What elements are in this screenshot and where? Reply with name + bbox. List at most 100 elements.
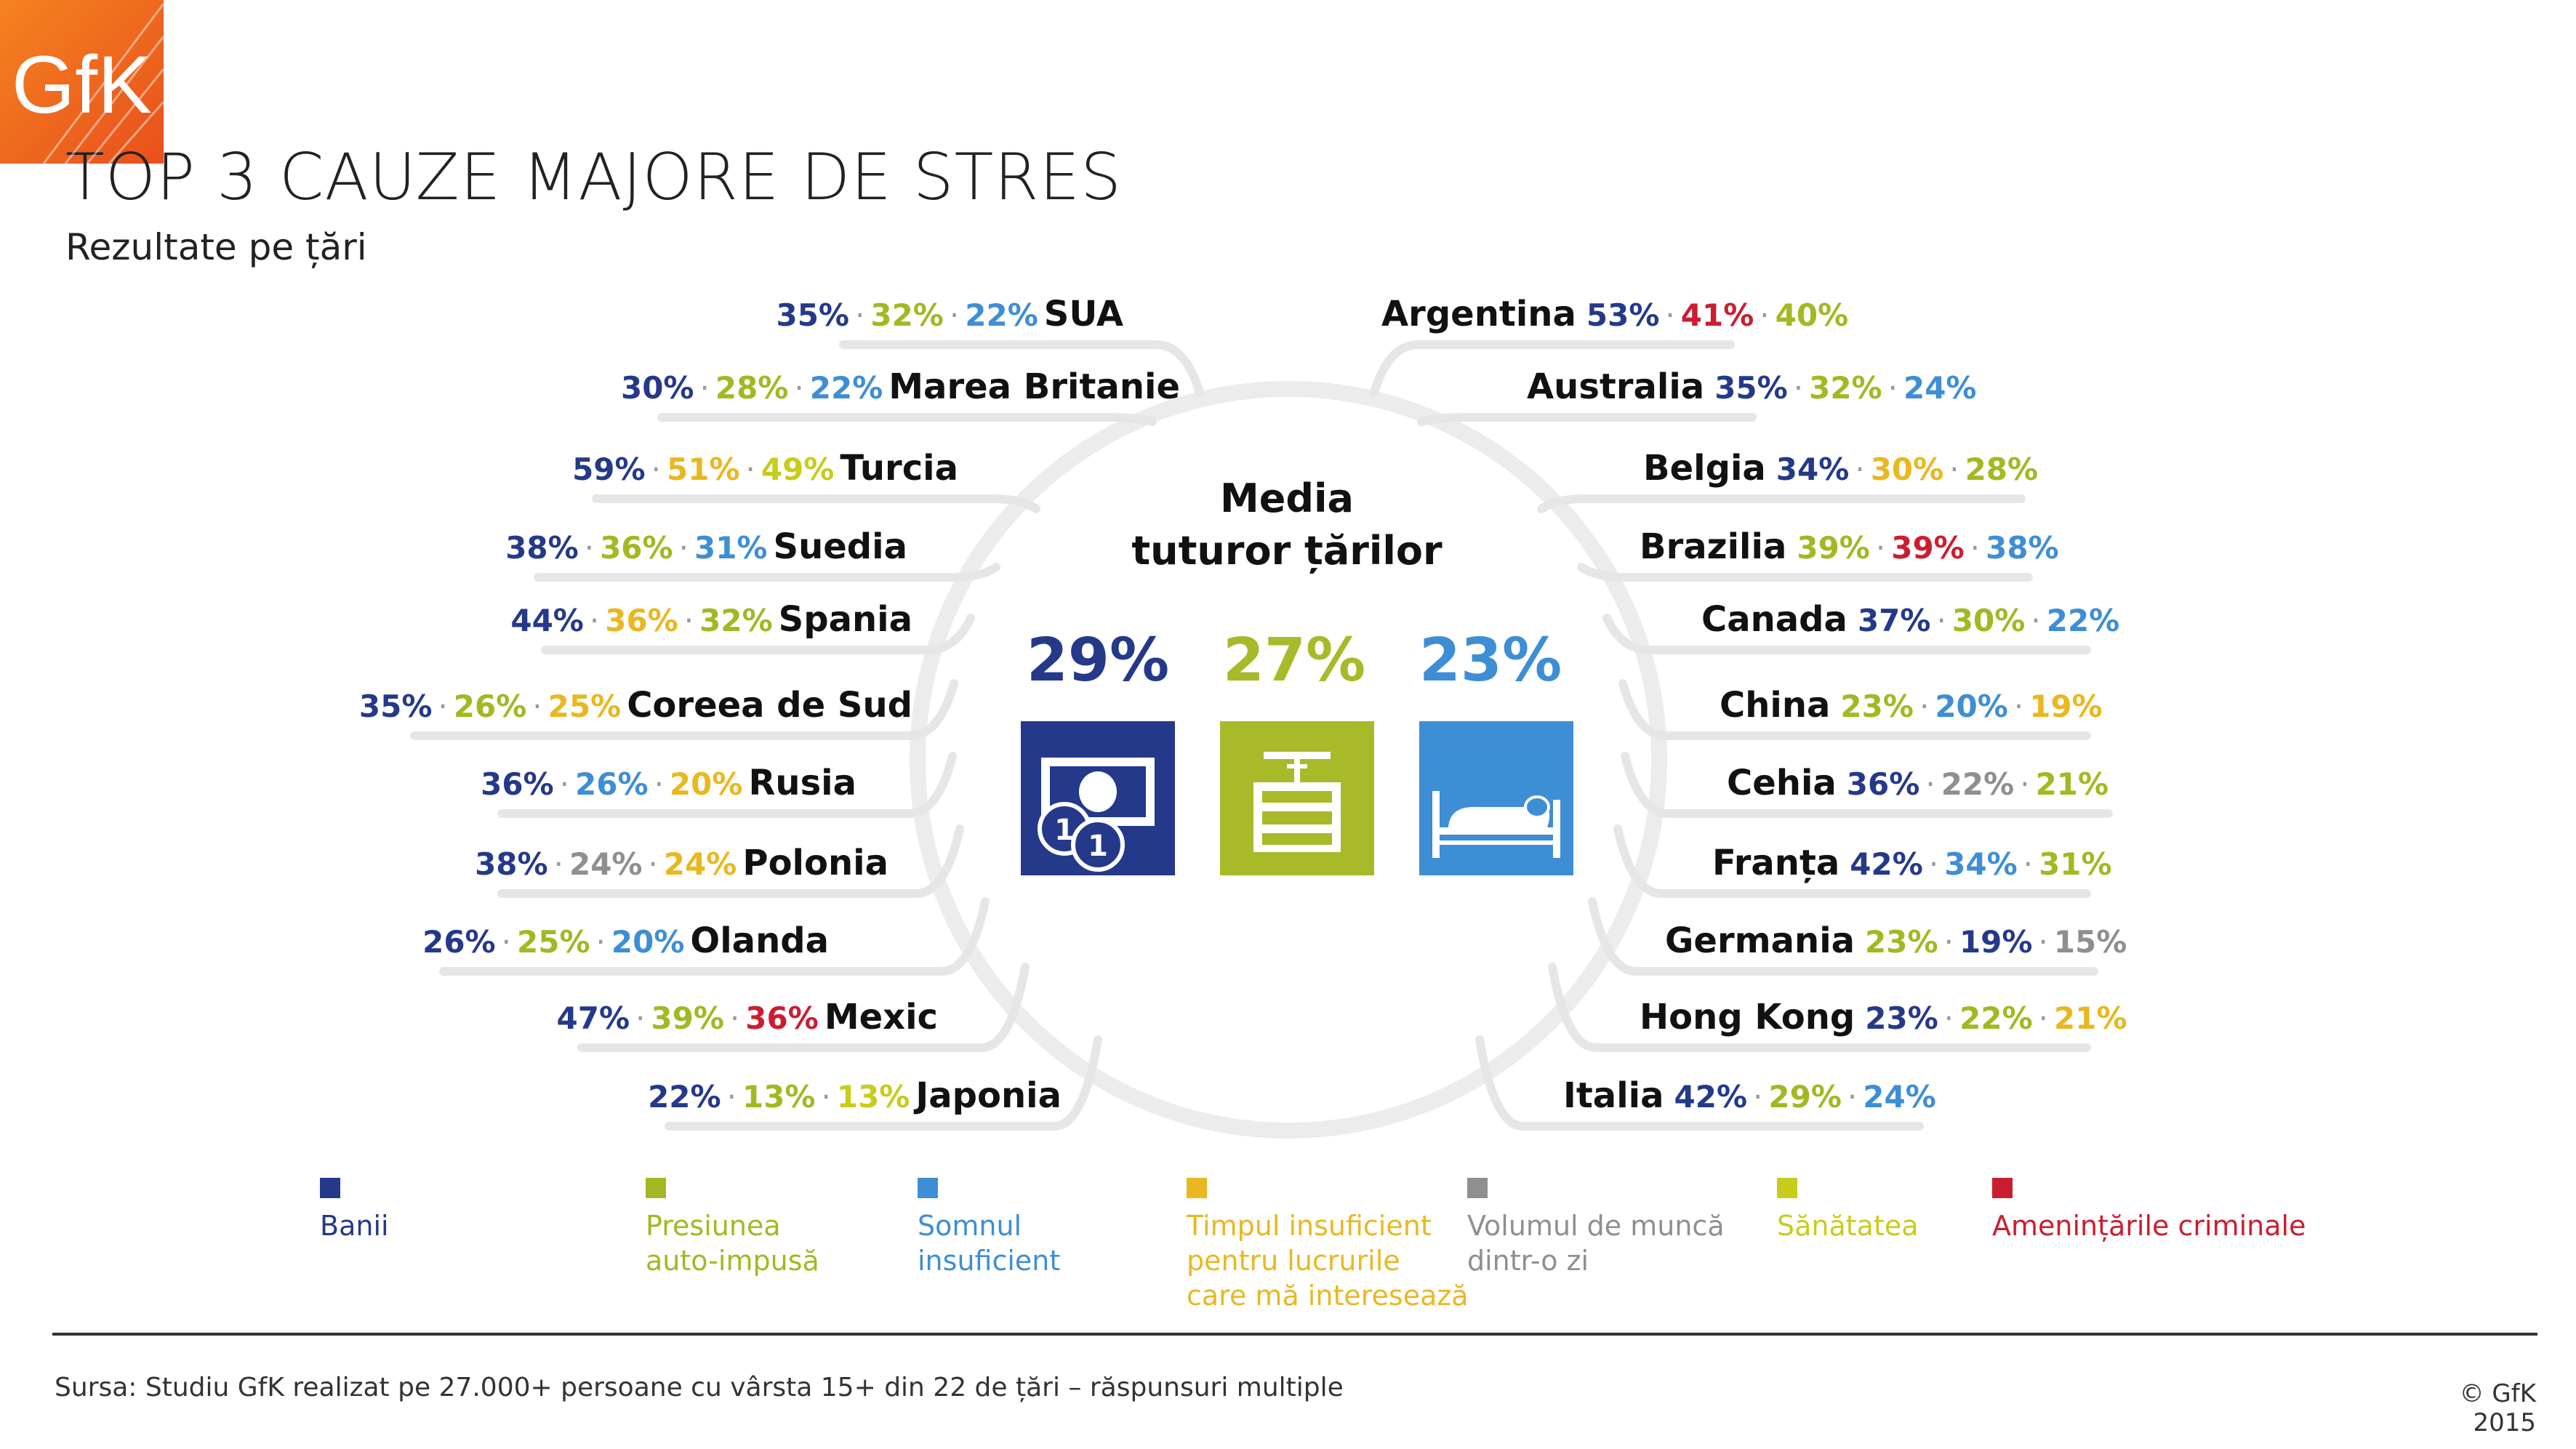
connector-line (410, 679, 958, 740)
country-row-franța: Franța 42% · 34% · 31% (1712, 846, 2112, 880)
connector-line (665, 1035, 1102, 1131)
separator-dot: · (1943, 924, 1954, 960)
stress-percent: 39% (651, 1000, 724, 1036)
average-sleep: 23% (1419, 626, 1562, 695)
stress-percent: 19% (2029, 689, 2103, 724)
legend-label: Timpul insuficient pentru lucrurile care… (1187, 1210, 1469, 1312)
stress-percent: 32% (870, 297, 944, 333)
legend-label: Amenințările criminale (1992, 1210, 2306, 1242)
separator-dot: · (1875, 530, 1886, 566)
stress-percent: 36% (600, 530, 673, 566)
country-row-olanda: 26% · 25% · 20% Olanda (422, 923, 829, 958)
separator-dot: · (648, 846, 658, 882)
stress-percent: 19% (1959, 924, 2033, 960)
stress-percent: 23% (1865, 1000, 1938, 1036)
stress-percent: 59% (572, 451, 646, 487)
stress-percent: 32% (699, 603, 773, 638)
country-row-polonia: 38% · 24% · 24% Polonia (475, 846, 888, 880)
stress-percent: 42% (1850, 846, 1923, 882)
separator-dot: · (1943, 1000, 1954, 1036)
stress-percent: 32% (1809, 370, 1882, 406)
stress-percent: 30% (1951, 603, 2026, 638)
separator-dot: · (651, 451, 661, 487)
country-name: Italia (1563, 1075, 1664, 1116)
stress-percent: 13% (836, 1079, 910, 1115)
country-row-sua: 35% · 32% · 22% SUA (776, 297, 1123, 332)
center-title: Media tuturor țărilor (1091, 473, 1483, 577)
country-row-cehia: Cehia 36% · 22% · 21% (1727, 766, 2108, 800)
separator-dot: · (699, 370, 710, 406)
country-row-coreea-de-sud: 35% · 26% · 25% Coreea de Sud (359, 688, 912, 723)
legend-swatch (1467, 1178, 1488, 1198)
svg-text:1: 1 (1088, 830, 1108, 863)
average-pressure: 27% (1222, 626, 1366, 695)
footer-rule (52, 1333, 2537, 1336)
country-row-suedia: 38% · 36% · 31% Suedia (505, 529, 907, 564)
stress-percent: 25% (517, 924, 590, 960)
svg-text:1: 1 (1054, 814, 1075, 847)
separator-dot: · (855, 297, 865, 333)
connector-line (1548, 963, 2091, 1052)
stress-percent: 22% (965, 297, 1038, 333)
stress-percent: 24% (663, 846, 737, 882)
connector-line (1417, 413, 1757, 426)
country-row-spania: 44% · 36% · 32% Spania (510, 602, 912, 637)
stress-percent: 38% (1986, 530, 2059, 566)
country-name: Suedia (773, 526, 908, 567)
separator-dot: · (1847, 1079, 1858, 1115)
connector-line (1618, 679, 2091, 740)
separator-dot: · (1855, 451, 1865, 487)
separator-dot: · (532, 689, 542, 724)
country-row-germania: Germania 23% · 19% · 15% (1665, 923, 2127, 958)
stress-percent: 26% (453, 689, 527, 724)
country-name: Turcia (840, 448, 958, 489)
pressure-tile (1220, 721, 1374, 875)
stress-percent: 37% (1857, 603, 1931, 638)
separator-dot: · (683, 603, 694, 638)
page-subtitle: Rezultate pe țări (65, 226, 367, 268)
stress-percent: 35% (358, 689, 433, 724)
connector-line (1621, 752, 2113, 818)
stress-percent: 44% (510, 603, 584, 638)
separator-dot: · (1928, 846, 1939, 882)
stress-percent: 39% (1891, 530, 1965, 566)
stress-percent: 49% (761, 451, 835, 487)
separator-dot: · (1665, 297, 1675, 333)
country-row-china: China 23% · 20% · 19% (1720, 688, 2103, 723)
connector-line (592, 494, 1040, 513)
stress-percent: 23% (1840, 689, 1914, 724)
logo-lines-icon (42, 3, 164, 164)
gfk-logo: GfK (0, 0, 164, 164)
separator-dot: · (654, 766, 664, 802)
stress-percent: 25% (547, 689, 622, 724)
stress-percent: 34% (1944, 846, 2018, 882)
legend-swatch (1777, 1178, 1797, 1198)
connector-line (1475, 1035, 1924, 1131)
connector-line (497, 824, 964, 898)
copyright: © GfK 2015 (2459, 1379, 2536, 1437)
stress-percent: 22% (1941, 766, 2015, 802)
legend-item-presiunea: Presiunea auto-impusă (646, 1178, 819, 1278)
country-row-argentina: Argentina 53% · 41% · 40% (1381, 297, 1848, 332)
stress-percent: 36% (605, 603, 678, 638)
country-name: Brazilia (1640, 526, 1787, 567)
stress-percent: 23% (1865, 924, 1938, 960)
legend-item-sanatatea: Sănătatea (1777, 1178, 1919, 1243)
stress-percent: 42% (1674, 1079, 1748, 1115)
stress-percent: 21% (2054, 1000, 2127, 1036)
connector-line (1370, 340, 1735, 397)
stress-percent: 24% (569, 846, 643, 882)
separator-dot: · (1919, 689, 1930, 724)
connector-line (534, 563, 1000, 582)
sleep-tile (1419, 721, 1573, 875)
connector-line (577, 963, 1030, 1052)
country-name: Canada (1701, 599, 1847, 640)
country-row-hong-kong: Hong Kong 23% · 22% · 21% (1640, 1000, 2127, 1035)
separator-dot: · (2031, 603, 2041, 638)
separator-dot: · (1887, 370, 1898, 406)
legend-label: Volumul de muncă dintr-o zi (1467, 1210, 1725, 1277)
separator-dot: · (2023, 846, 2034, 882)
separator-dot: · (553, 846, 563, 882)
legend-swatch (1187, 1178, 1207, 1198)
